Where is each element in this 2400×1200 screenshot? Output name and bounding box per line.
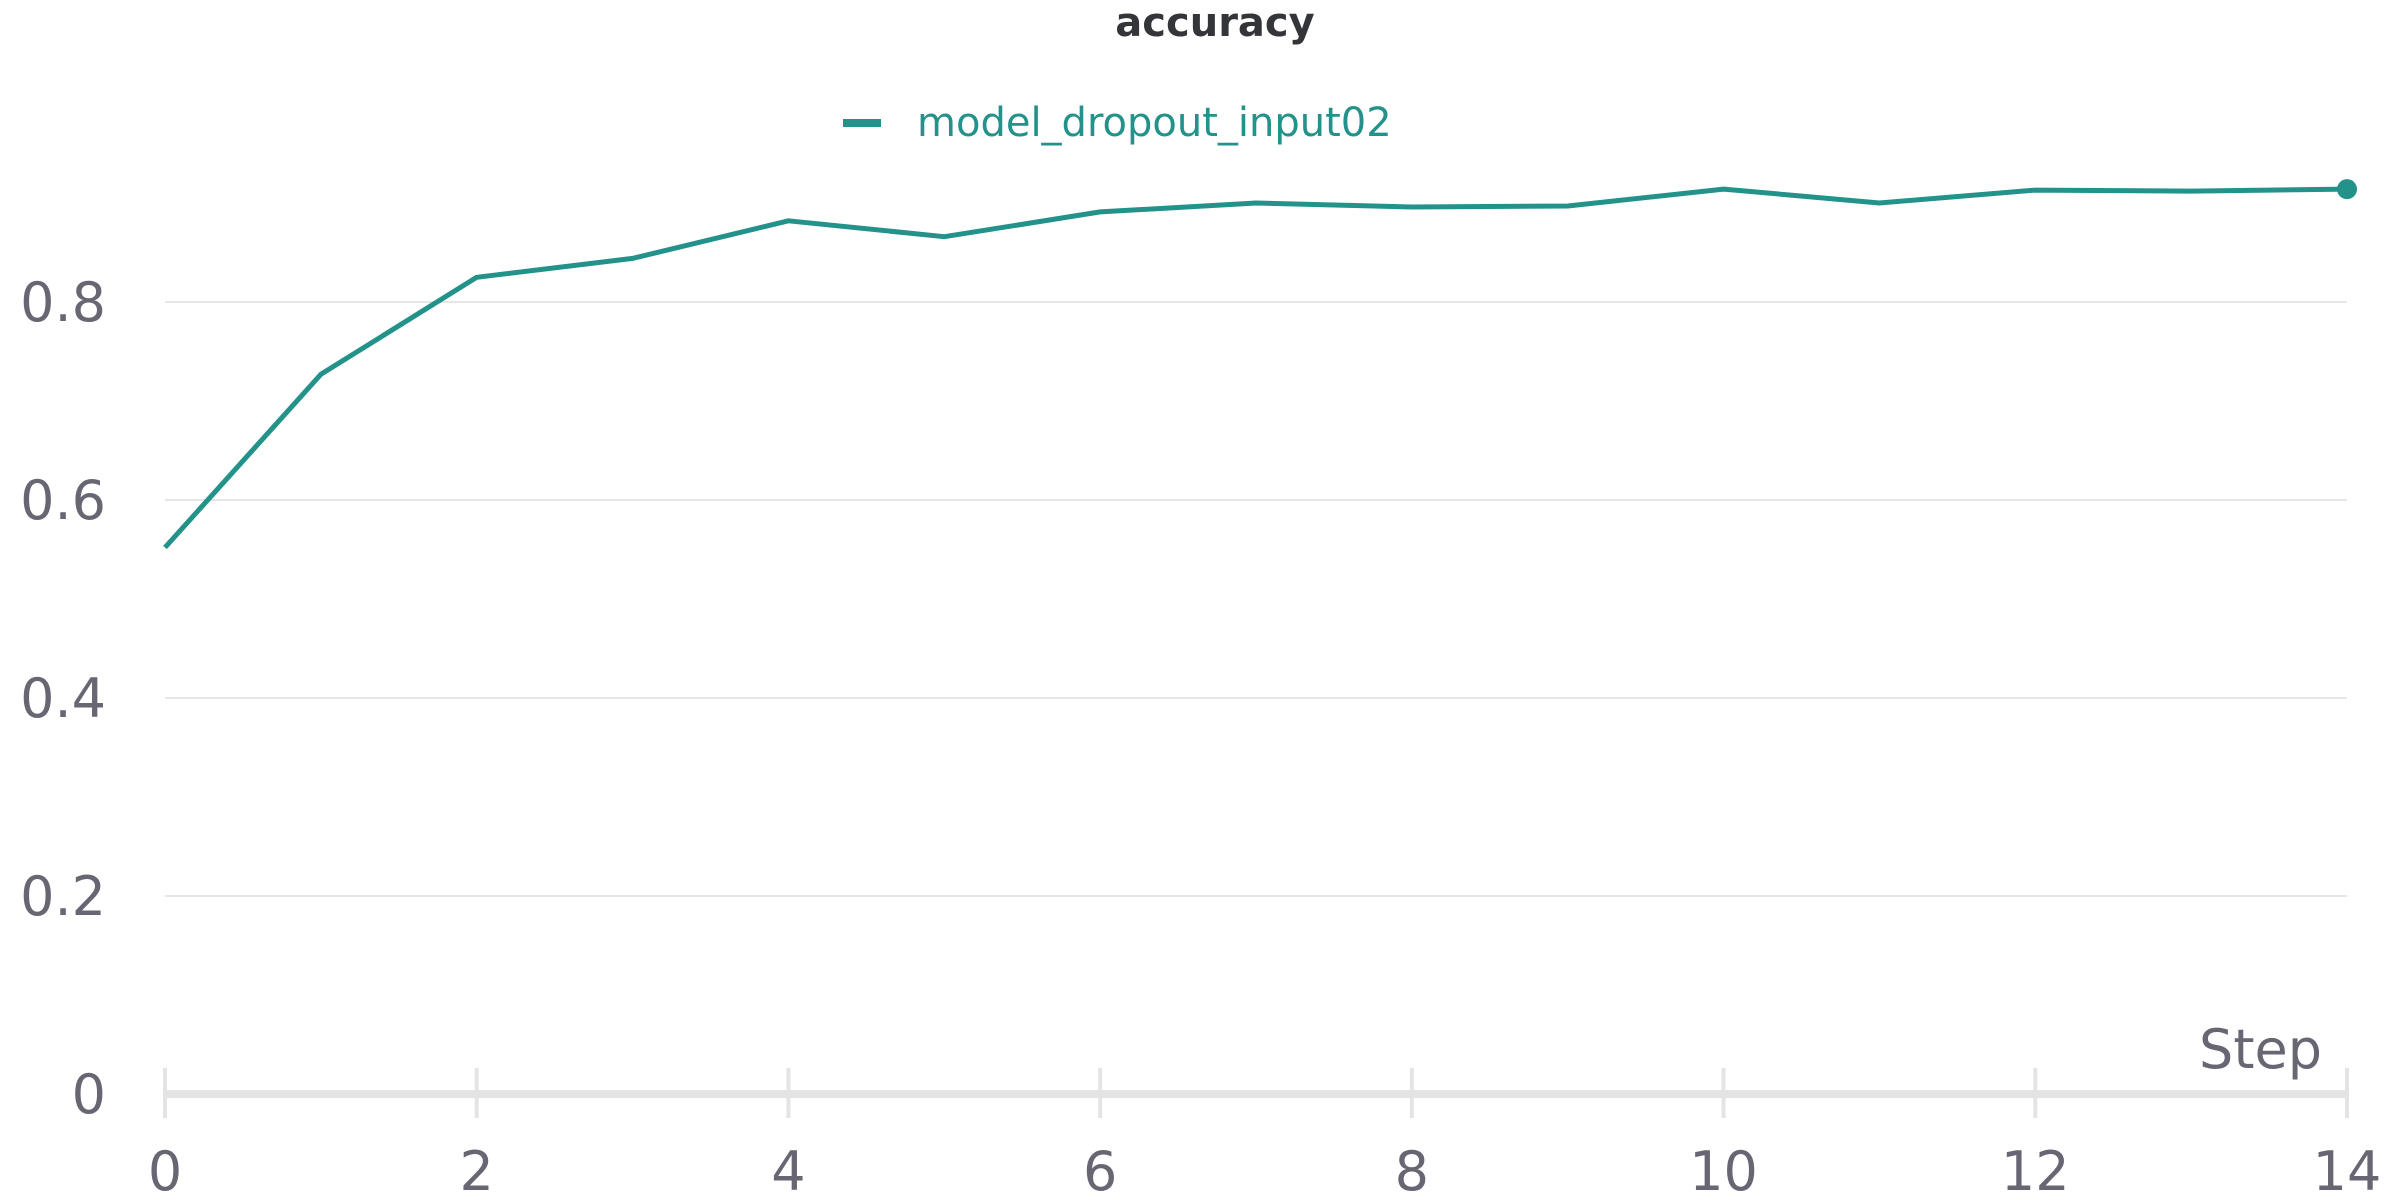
series-line-model-dropout-input02 <box>163 186 2348 550</box>
x-tick-label: 10 <box>1689 1140 1758 1200</box>
y-axis-tick-labels: 0 0.2 0.4 0.6 0.8 <box>20 271 106 1126</box>
x-tick-label: 0 <box>148 1140 182 1200</box>
y-tick-label: 0.6 <box>20 469 106 532</box>
y-tick-label: 0 <box>72 1063 106 1126</box>
x-tick-label: 2 <box>460 1140 494 1200</box>
legend-label: model_dropout_input02 <box>917 100 1392 146</box>
x-tick-label: 14 <box>2313 1140 2382 1200</box>
x-axis-label: Step <box>2199 1018 2322 1081</box>
x-tick-label: 4 <box>771 1140 805 1200</box>
x-tick-label: 12 <box>2001 1140 2070 1200</box>
y-tick-label: 0.4 <box>20 667 106 730</box>
chart-title: accuracy <box>1115 0 1314 46</box>
gridlines <box>165 301 2347 897</box>
x-tick-label: 6 <box>1083 1140 1117 1200</box>
x-tick-label: 8 <box>1395 1140 1429 1200</box>
series-end-marker <box>2337 179 2357 200</box>
legend[interactable]: model_dropout_input02 <box>843 100 1392 146</box>
y-tick-label: 0.8 <box>20 271 106 334</box>
y-tick-label: 0.2 <box>20 865 106 928</box>
x-axis-ticks: 0 2 4 6 8 10 12 14 <box>148 1068 2382 1200</box>
